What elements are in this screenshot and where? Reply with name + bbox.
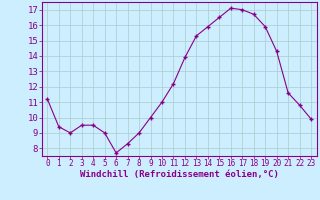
X-axis label: Windchill (Refroidissement éolien,°C): Windchill (Refroidissement éolien,°C) — [80, 170, 279, 179]
